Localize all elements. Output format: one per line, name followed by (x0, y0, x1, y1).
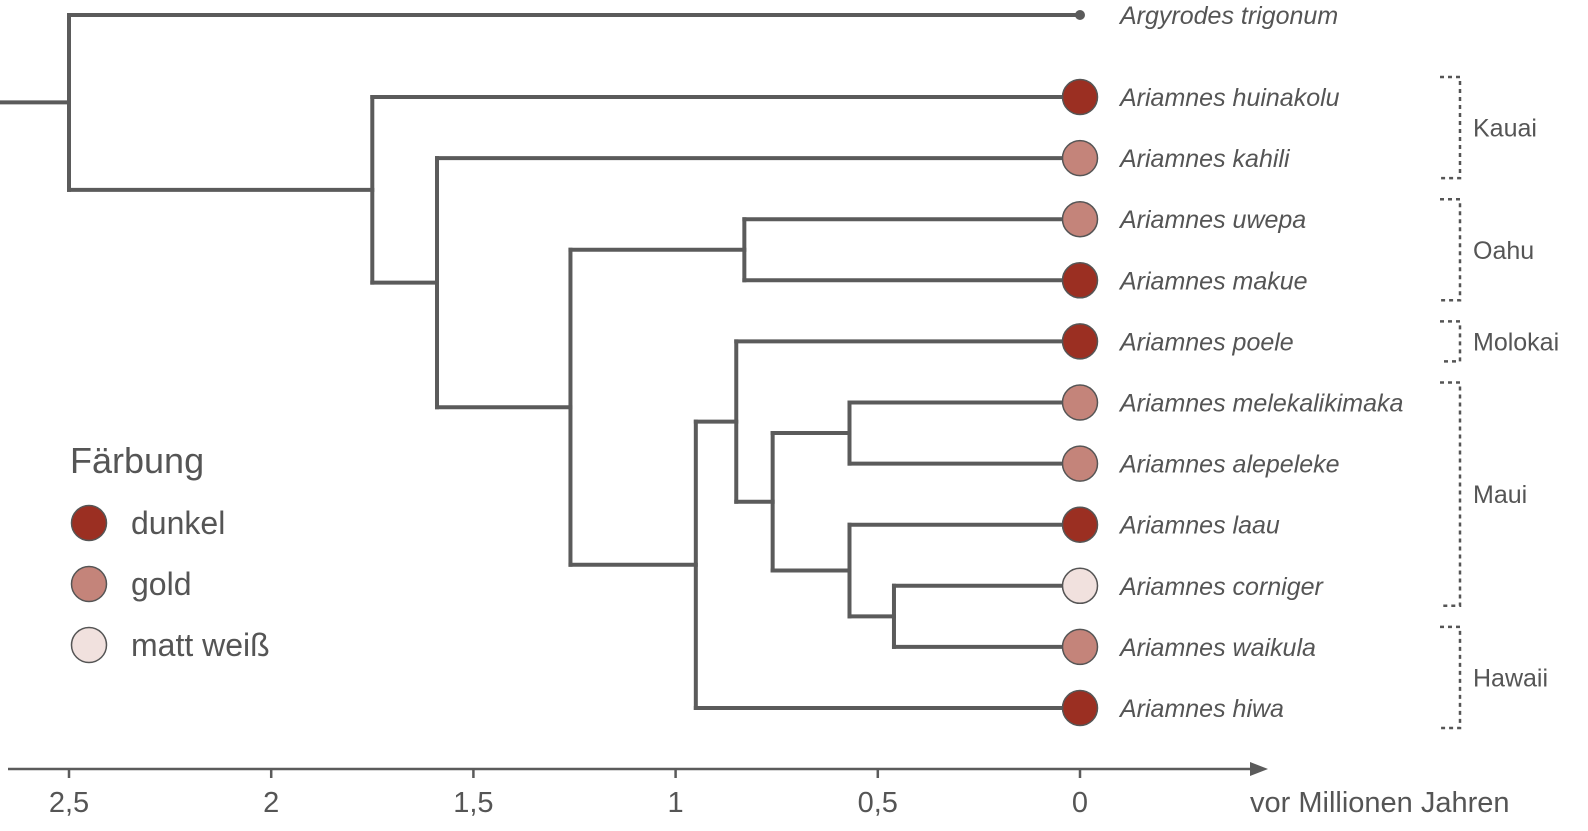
axis-arrow-icon (1250, 762, 1268, 776)
species-label: Ariamnes makue (1118, 267, 1308, 295)
tip-dot (1075, 10, 1085, 20)
axis-label: vor Millionen Jahren (1250, 787, 1510, 819)
island-label: Maui (1473, 481, 1527, 509)
axis-tick-label: 1 (668, 787, 684, 819)
tip-marker (1061, 506, 1099, 543)
tip-marker (1061, 628, 1099, 666)
legend: Färbung dunkel gold matt weiß (70, 440, 270, 664)
time-axis: vor Millionen Jahren 2,5 2 1,5 1 0,5 0 (8, 762, 1510, 819)
legend-swatch (70, 565, 108, 603)
legend-title: Färbung (70, 440, 204, 481)
island-bracket (1440, 320, 1462, 363)
tip-marker (1061, 445, 1099, 482)
species-label: Ariamnes waikula (1118, 634, 1316, 662)
tip-marker (1061, 384, 1099, 421)
island-bracket (1440, 75, 1462, 180)
island-label: Hawaii (1473, 664, 1548, 692)
island-bracket (1440, 625, 1462, 730)
tree-branches (0, 13, 1082, 710)
species-label: Ariamnes corniger (1118, 573, 1325, 601)
species-tips (1061, 10, 1099, 727)
tip-marker (1061, 200, 1099, 238)
species-label: Ariamnes hiwa (1118, 695, 1284, 723)
island-brackets: Kauai Oahu Molokai Maui Hawaii (1440, 75, 1559, 730)
axis-tick-label: 2,5 (49, 787, 89, 819)
axis-tick-label: 1,5 (453, 787, 493, 819)
axis-tick-label: 0 (1072, 787, 1088, 819)
species-label: Ariamnes poele (1118, 328, 1294, 356)
tip-marker (1061, 262, 1099, 299)
legend-swatch (70, 626, 108, 664)
island-bracket (1440, 197, 1462, 302)
species-label: Ariamnes melekalikimaka (1118, 390, 1404, 418)
tip-marker (1061, 323, 1099, 360)
tip-marker (1061, 139, 1099, 177)
species-label: Ariamnes alepeleke (1118, 451, 1340, 479)
island-label: Kauai (1473, 115, 1537, 143)
species-label: Ariamnes kahili (1118, 145, 1291, 173)
island-label: Oahu (1473, 237, 1534, 265)
legend-label: dunkel (131, 505, 225, 541)
island-bracket (1440, 381, 1462, 608)
legend-label: gold (131, 566, 192, 602)
species-labels: Argyrodes trigonum Ariamnes huinakolu Aria… (1118, 2, 1404, 723)
legend-swatch (70, 504, 108, 542)
tip-marker (1061, 78, 1099, 116)
legend-label: matt weiß (131, 627, 270, 663)
species-label: Ariamnes uwepa (1118, 206, 1306, 234)
axis-tick-label: 2 (263, 787, 279, 819)
species-label: Ariamnes huinakolu (1118, 84, 1340, 112)
island-label: Molokai (1473, 328, 1559, 356)
species-label: Ariamnes laau (1118, 512, 1280, 540)
species-label: Argyrodes trigonum (1118, 2, 1338, 30)
tip-marker (1061, 567, 1099, 605)
tip-marker (1061, 689, 1099, 727)
axis-tick-label: 0,5 (858, 787, 898, 819)
